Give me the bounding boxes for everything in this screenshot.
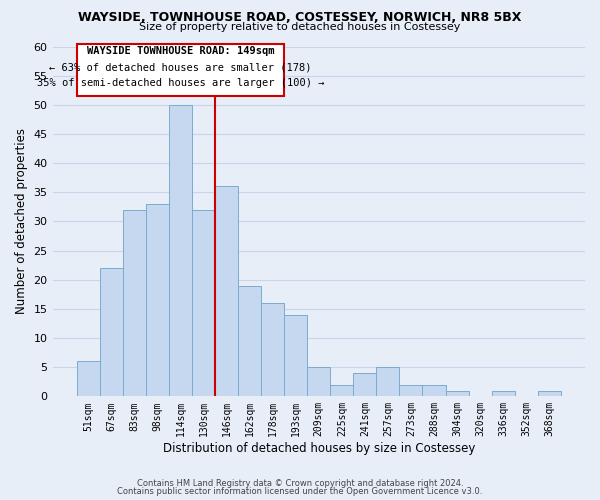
X-axis label: Distribution of detached houses by size in Costessey: Distribution of detached houses by size … bbox=[163, 442, 475, 455]
Bar bbox=[538, 390, 561, 396]
Text: WAYSIDE TOWNHOUSE ROAD: 149sqm: WAYSIDE TOWNHOUSE ROAD: 149sqm bbox=[87, 46, 274, 56]
Text: WAYSIDE, TOWNHOUSE ROAD, COSTESSEY, NORWICH, NR8 5BX: WAYSIDE, TOWNHOUSE ROAD, COSTESSEY, NORW… bbox=[79, 11, 521, 24]
Bar bbox=[400, 384, 422, 396]
Bar bbox=[330, 384, 353, 396]
Text: 35% of semi-detached houses are larger (100) →: 35% of semi-detached houses are larger (… bbox=[37, 78, 324, 88]
Text: Contains public sector information licensed under the Open Government Licence v3: Contains public sector information licen… bbox=[118, 487, 482, 496]
Bar bbox=[169, 105, 192, 397]
Bar bbox=[261, 303, 284, 396]
Bar bbox=[77, 362, 100, 396]
Bar bbox=[422, 384, 446, 396]
Bar bbox=[215, 186, 238, 396]
Bar bbox=[238, 286, 261, 397]
Bar bbox=[353, 373, 376, 396]
Bar bbox=[123, 210, 146, 396]
Bar bbox=[491, 390, 515, 396]
Bar bbox=[192, 210, 215, 396]
Bar bbox=[284, 314, 307, 396]
Text: Size of property relative to detached houses in Costessey: Size of property relative to detached ho… bbox=[139, 22, 461, 32]
Bar bbox=[446, 390, 469, 396]
Bar bbox=[307, 367, 330, 396]
Text: ← 63% of detached houses are smaller (178): ← 63% of detached houses are smaller (17… bbox=[49, 62, 312, 72]
Bar bbox=[100, 268, 123, 396]
Bar bbox=[376, 367, 400, 396]
Y-axis label: Number of detached properties: Number of detached properties bbox=[15, 128, 28, 314]
Text: Contains HM Land Registry data © Crown copyright and database right 2024.: Contains HM Land Registry data © Crown c… bbox=[137, 478, 463, 488]
Bar bbox=[146, 204, 169, 396]
